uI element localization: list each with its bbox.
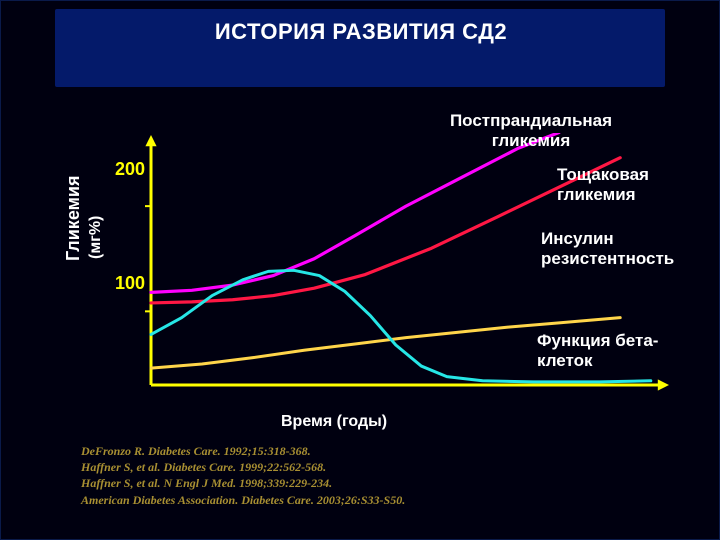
slide: ИСТОРИЯ РАЗВИТИЯ СД2 Гликемия (мг%) 200 …	[0, 0, 720, 540]
x-axis-label: Время (годы)	[281, 413, 387, 431]
reference-line: Haffner S, et al. Diabetes Care. 1999;22…	[81, 459, 405, 475]
label-beta-cell: Функция бета-клеток	[529, 327, 695, 376]
slide-title: ИСТОРИЯ РАЗВИТИЯ СД2	[1, 19, 720, 45]
label-insulin-resistance: Инсулин резистентность	[533, 225, 709, 274]
y-axis-label: Гликемия	[63, 176, 84, 261]
reference-line: DeFronzo R. Diabetes Care. 1992;15:318-3…	[81, 443, 405, 459]
y-axis-unit: (мг%)	[87, 216, 105, 259]
label-fasting: Тощаковая гликемия	[549, 161, 705, 210]
reference-line: American Diabetes Association. Diabetes …	[81, 492, 405, 508]
label-postprandial: Постпрандиальная гликемия	[433, 107, 629, 156]
references: DeFronzo R. Diabetes Care. 1992;15:318-3…	[81, 443, 405, 508]
reference-line: Haffner S, et al. N Engl J Med. 1998;339…	[81, 475, 405, 491]
